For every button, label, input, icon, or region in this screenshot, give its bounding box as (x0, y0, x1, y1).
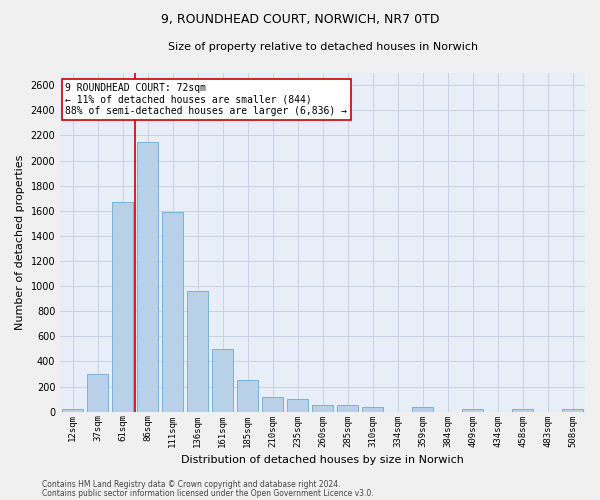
Bar (512, 409, 533, 412)
Text: 9 ROUNDHEAD COURT: 72sqm
← 11% of detached houses are smaller (844)
88% of semi-: 9 ROUNDHEAD COURT: 72sqm ← 11% of detach… (65, 83, 347, 116)
Bar (112, 202, 133, 412)
Bar (87, 374, 108, 412)
Title: Size of property relative to detached houses in Norwich: Size of property relative to detached ho… (167, 42, 478, 52)
Bar (137, 142, 158, 411)
Bar (562, 408, 583, 412)
Text: 9, ROUNDHEAD COURT, NORWICH, NR7 0TD: 9, ROUNDHEAD COURT, NORWICH, NR7 0TD (161, 12, 439, 26)
Bar (237, 380, 258, 412)
Bar (62, 408, 83, 412)
Bar (262, 396, 283, 411)
Bar (362, 407, 383, 412)
Bar (412, 407, 433, 412)
Text: Contains public sector information licensed under the Open Government Licence v3: Contains public sector information licen… (42, 488, 374, 498)
Bar (462, 408, 483, 412)
Bar (337, 406, 358, 411)
Bar (212, 349, 233, 412)
Y-axis label: Number of detached properties: Number of detached properties (15, 154, 25, 330)
Bar (312, 406, 333, 411)
Bar (162, 212, 183, 412)
Bar (187, 291, 208, 412)
Text: Contains HM Land Registry data © Crown copyright and database right 2024.: Contains HM Land Registry data © Crown c… (42, 480, 341, 489)
X-axis label: Distribution of detached houses by size in Norwich: Distribution of detached houses by size … (181, 455, 464, 465)
Bar (287, 399, 308, 411)
